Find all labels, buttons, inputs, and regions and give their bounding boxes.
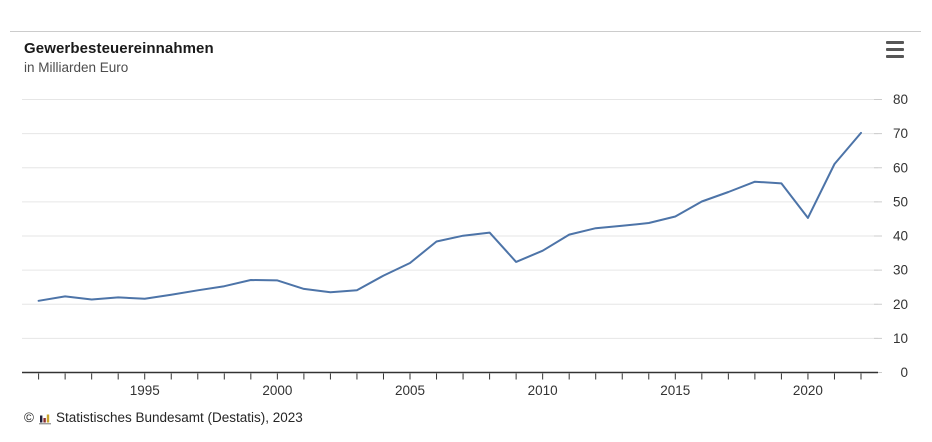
y-axis-label: 60 xyxy=(893,160,908,175)
x-axis-label: 2010 xyxy=(528,383,558,398)
menu-bar xyxy=(886,41,904,44)
data-series-line xyxy=(37,131,862,302)
y-axis-label: 80 xyxy=(893,92,908,107)
x-axis-label: 2015 xyxy=(660,383,690,398)
menu-bar xyxy=(886,55,904,58)
y-axis-label: 20 xyxy=(893,297,908,312)
y-axis-label: 40 xyxy=(893,229,908,244)
x-axis-label: 1995 xyxy=(130,383,160,398)
x-axis-label: 2005 xyxy=(395,383,425,398)
destatis-bar-chart-icon xyxy=(38,414,51,424)
copyright-symbol: © xyxy=(24,410,34,425)
menu-bar xyxy=(886,48,904,51)
source-text: Statistisches Bundesamt (Destatis), 2023 xyxy=(55,410,303,425)
x-axis-label: 2020 xyxy=(793,383,823,398)
top-divider xyxy=(10,31,921,32)
source-credit: © Statistisches Bundesamt (Destatis), 20… xyxy=(24,410,303,425)
y-axis-label: 10 xyxy=(893,331,908,346)
chart-title: Gewerbesteuereinnahmen xyxy=(24,40,214,57)
y-axis-label: 30 xyxy=(893,263,908,278)
hamburger-menu-icon[interactable] xyxy=(886,41,908,58)
y-axis-label: 0 xyxy=(900,365,908,380)
chart-subtitle: in Milliarden Euro xyxy=(24,60,129,75)
y-axis-label: 70 xyxy=(893,126,908,141)
x-axis-label: 2000 xyxy=(262,383,292,398)
y-axis-label: 50 xyxy=(893,194,908,209)
